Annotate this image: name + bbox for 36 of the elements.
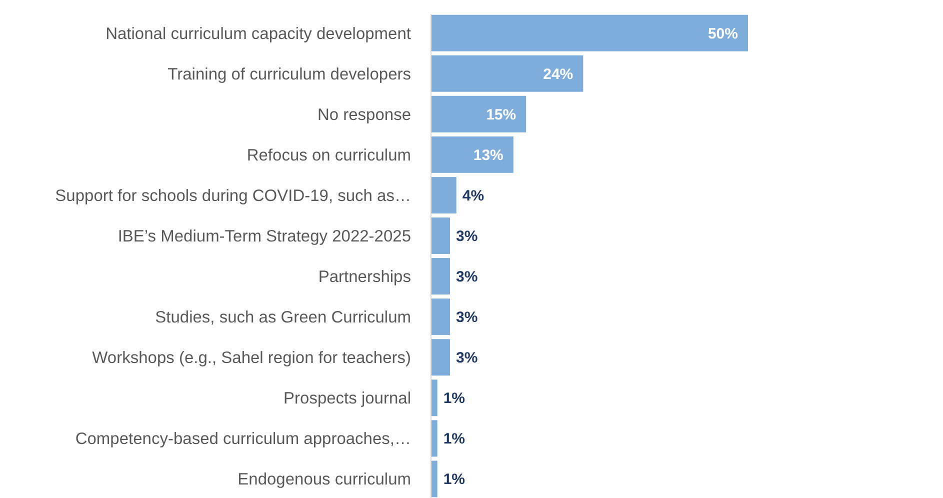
- bar: [431, 258, 450, 295]
- y-tick-label: No response: [317, 106, 411, 124]
- bar: [431, 96, 526, 132]
- data-label: 3%: [456, 268, 478, 286]
- bar: [431, 55, 584, 92]
- bar: [431, 176, 456, 214]
- bar: [431, 339, 450, 376]
- y-tick-label: Studies, such as Green Curriculum: [155, 308, 411, 327]
- bar: [431, 420, 438, 457]
- y-tick-label: Partnerships: [318, 268, 411, 286]
- data-label: 15%: [486, 106, 516, 124]
- data-label: 1%: [443, 390, 466, 408]
- y-tick-label: Refocus on curriculum: [246, 146, 411, 164]
- data-label: 13%: [473, 146, 504, 164]
- data-label: 3%: [456, 228, 478, 245]
- bar: [431, 217, 450, 254]
- y-tick-label: Endogenous curriculum: [238, 470, 411, 489]
- bar: [431, 14, 748, 52]
- y-tick-label: Training of curriculum developers: [168, 65, 411, 84]
- y-tick-label: Workshops (e.g., Sahel region for teachers): [92, 349, 411, 368]
- data-label: 4%: [462, 187, 484, 204]
- y-tick-label: National curriculum capacity development: [106, 24, 412, 43]
- data-label: 3%: [456, 309, 478, 326]
- data-label: 50%: [708, 25, 738, 42]
- bar: [431, 298, 450, 336]
- data-label: 24%: [543, 66, 574, 83]
- data-label: 1%: [443, 430, 466, 448]
- data-label: 1%: [443, 471, 466, 488]
- bar: [431, 136, 514, 173]
- y-tick-label: Competency-based curriculum approaches,…: [75, 430, 411, 448]
- bar: [431, 380, 438, 416]
- data-label: 3%: [456, 350, 478, 367]
- bar: [431, 460, 438, 498]
- y-tick-label: Support for schools during COVID-19, such as…: [55, 186, 411, 205]
- y-tick-label: IBE’s Medium-Term Strategy 2022-2025: [118, 228, 411, 246]
- y-tick-label: Prospects journal: [284, 390, 411, 408]
